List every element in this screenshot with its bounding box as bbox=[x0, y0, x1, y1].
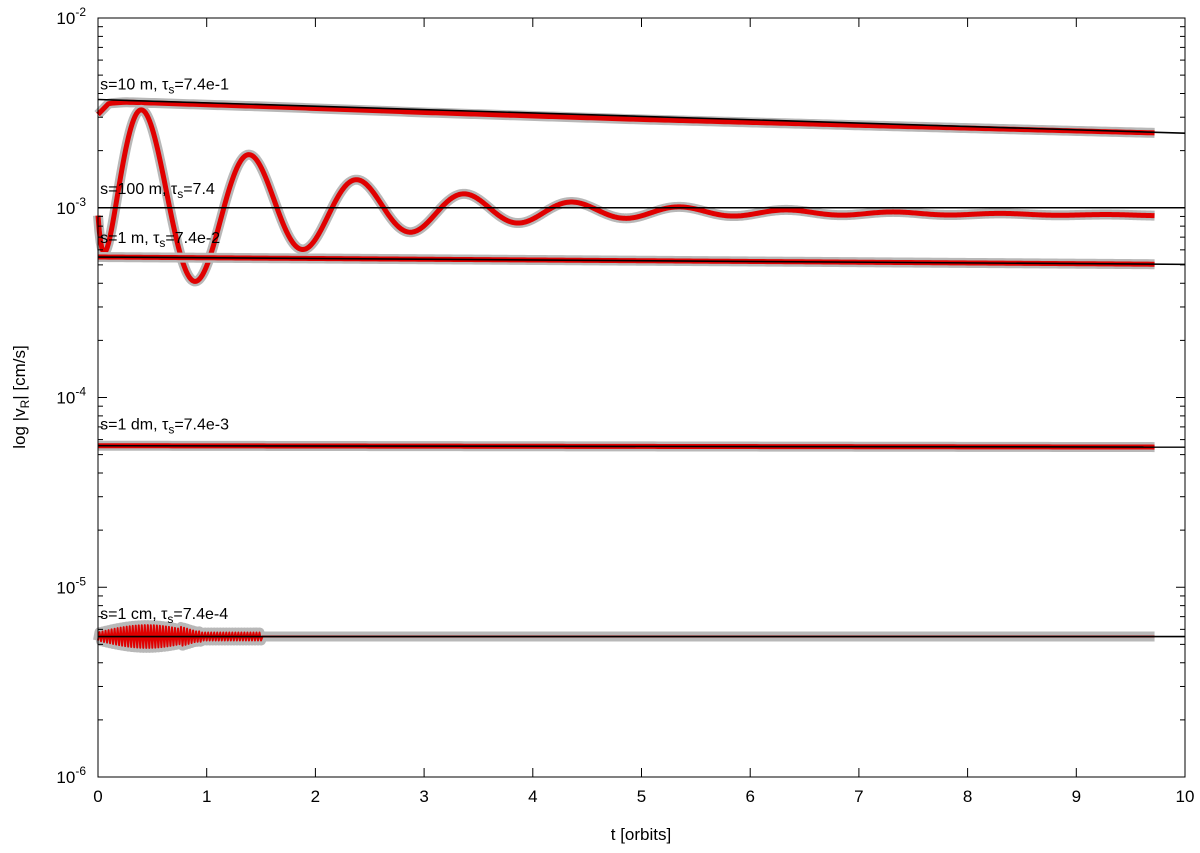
series-label-tau: τ bbox=[171, 181, 178, 198]
y-axis-label-tail: | [cm/s] bbox=[10, 345, 29, 399]
series-label-sub: s bbox=[159, 236, 165, 250]
series-0-numerical-curve bbox=[96, 99, 1155, 136]
series-label-tau: τ bbox=[162, 76, 169, 93]
x-tick-label-5: 5 bbox=[637, 787, 646, 806]
y-tick-label-4: 10-2 bbox=[56, 5, 86, 28]
series-2-analytic-line bbox=[97, 256, 1186, 266]
x-tick-label-8: 8 bbox=[963, 787, 972, 806]
x-axis-label: t [orbits] bbox=[611, 825, 671, 844]
y-tick-label-0: 10-6 bbox=[56, 764, 86, 787]
series-label-value: =7.4e-2 bbox=[165, 230, 220, 247]
series-label-text: s=1 cm, bbox=[100, 606, 161, 623]
y-axis-ticks: 10-610-510-410-310-2 bbox=[56, 5, 1185, 787]
series-label-text: s=10 m, bbox=[100, 76, 162, 93]
y-tick-label-2: 10-4 bbox=[56, 385, 86, 408]
x-tick-label-9: 9 bbox=[1072, 787, 1081, 806]
series-0-label: s=10 m, τs=7.4e-1 bbox=[100, 76, 229, 96]
y-axis-label-sub: R bbox=[18, 399, 32, 408]
series-label-tau: τ bbox=[153, 230, 160, 247]
series-3-analytic-line bbox=[97, 444, 1186, 448]
y-tick-exp-2: -4 bbox=[75, 385, 86, 399]
x-tick-label-6: 6 bbox=[745, 787, 754, 806]
series-0-analytic-line bbox=[97, 98, 1186, 135]
series-label-sub: s bbox=[167, 612, 173, 626]
y-tick-exp-0: -6 bbox=[75, 764, 86, 778]
x-tick-label-7: 7 bbox=[854, 787, 863, 806]
y-axis-label-base: log |v bbox=[10, 408, 29, 449]
y-tick-exp-3: -3 bbox=[75, 195, 86, 209]
x-tick-label-10: 10 bbox=[1176, 787, 1195, 806]
series-label-value: =7.4e-1 bbox=[174, 76, 229, 93]
y-tick-base-0: 10 bbox=[56, 768, 75, 787]
series-3-label: s=1 dm, τs=7.4e-3 bbox=[100, 416, 229, 436]
x-tick-label-0: 0 bbox=[93, 787, 102, 806]
x-tick-label-1: 1 bbox=[202, 787, 211, 806]
series-label-sub: s bbox=[168, 422, 174, 436]
x-tick-label-2: 2 bbox=[311, 787, 320, 806]
series-label-value: =7.4e-4 bbox=[173, 606, 228, 623]
y-tick-label-3: 10-3 bbox=[56, 195, 86, 218]
y-tick-base-4: 10 bbox=[56, 9, 75, 28]
y-tick-base-1: 10 bbox=[56, 578, 75, 597]
series-1-numerical-curve bbox=[95, 107, 1156, 284]
y-tick-exp-4: -2 bbox=[75, 5, 86, 19]
series-label-text: s=1 m, bbox=[100, 230, 153, 247]
series-4-label: s=1 cm, τs=7.4e-4 bbox=[100, 606, 228, 626]
series-label-tau: τ bbox=[162, 416, 169, 433]
x-tick-label-3: 3 bbox=[419, 787, 428, 806]
series-1-label: s=100 m, τs=7.4 bbox=[100, 181, 215, 201]
y-tick-base-2: 10 bbox=[56, 389, 75, 408]
y-tick-label-1: 10-5 bbox=[56, 574, 86, 597]
plot-curves bbox=[93, 97, 1186, 653]
x-axis-ticks: 0 1 2 3 4 5 6 7 8 9 10 bbox=[93, 18, 1194, 806]
series-label-text: s=1 dm, bbox=[100, 416, 162, 433]
series-label-value: =7.4 bbox=[183, 181, 215, 198]
series-labels: s=10 m, τs=7.4e-1s=100 m, τs=7.4s=1 m, τ… bbox=[100, 76, 229, 626]
series-label-text: s=100 m, bbox=[100, 181, 171, 198]
series-label-tau: τ bbox=[161, 606, 168, 623]
x-tick-label-4: 4 bbox=[528, 787, 537, 806]
series-label-sub: s bbox=[177, 187, 183, 201]
series-label-value: =7.4e-3 bbox=[174, 416, 229, 433]
y-axis-label: log |vR| [cm/s] bbox=[10, 345, 32, 448]
series-2-label: s=1 m, τs=7.4e-2 bbox=[100, 230, 220, 250]
y-tick-exp-1: -5 bbox=[75, 574, 86, 588]
series-label-sub: s bbox=[168, 82, 174, 96]
y-tick-base-3: 10 bbox=[56, 199, 75, 218]
